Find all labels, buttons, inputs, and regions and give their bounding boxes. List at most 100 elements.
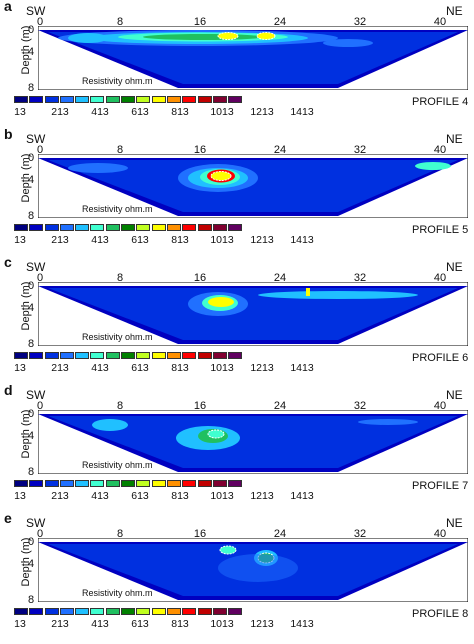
legend-swatch [29, 480, 44, 487]
profile-label: PROFILE 5 [412, 224, 469, 236]
legend-swatch [166, 96, 181, 103]
x-tick: 40 [433, 16, 447, 28]
x-tick: 40 [433, 144, 447, 156]
legend-swatch [59, 480, 74, 487]
legend-label: 413 [91, 618, 109, 630]
x-tick: 8 [116, 16, 124, 28]
legend-label: 413 [91, 362, 109, 374]
depth-axis-label: Depth (m) [20, 537, 32, 587]
legend-label: 1213 [250, 490, 274, 502]
legend-swatch [44, 96, 59, 103]
x-tick: 8 [116, 144, 124, 156]
panel-letter: d [4, 382, 13, 398]
legend-swatch [90, 352, 105, 359]
legend-swatch [14, 224, 28, 231]
y-tick: 4 [28, 174, 35, 186]
legend-swatch [44, 608, 59, 615]
x-tick: 16 [193, 272, 207, 284]
y-tick: 8 [28, 82, 35, 94]
depth-axis-label: Depth (m) [20, 281, 32, 331]
legend-label: 1413 [290, 490, 314, 502]
legend-swatch [166, 608, 181, 615]
x-tick: 32 [353, 400, 367, 412]
x-tick: 0 [36, 528, 44, 540]
legend-swatch [166, 480, 181, 487]
legend-swatch [151, 352, 166, 359]
y-tick: 0 [28, 280, 35, 292]
legend-swatch [75, 96, 90, 103]
legend-title: Resistivity ohm.m [82, 332, 153, 342]
y-tick: 0 [28, 408, 35, 420]
legend-swatch [136, 608, 151, 615]
x-tick: 0 [36, 16, 44, 28]
legend-label: 1213 [250, 106, 274, 118]
sw-label: SW [26, 132, 46, 146]
legend-swatch [44, 224, 59, 231]
profile-label: PROFILE 6 [412, 352, 469, 364]
x-tick: 0 [36, 272, 44, 284]
legend-swatch [151, 224, 166, 231]
profile-panel-b: b SW NE 0 8 16 24 32 40 0 4 8 Depth (m) Resistivity … [0, 126, 474, 256]
legend-swatch [136, 96, 151, 103]
legend-label: 1213 [250, 234, 274, 246]
legend-label: 1013 [210, 106, 234, 118]
legend-swatch [105, 224, 120, 231]
legend-label: 413 [91, 106, 109, 118]
y-tick: 8 [28, 338, 35, 350]
x-tick: 0 [36, 144, 44, 156]
legend-label: 13 [14, 362, 26, 374]
legend-swatch [151, 608, 166, 615]
legend-swatch [182, 96, 197, 103]
legend-swatch [44, 352, 59, 359]
resistivity-section [38, 282, 468, 346]
resistivity-section [38, 26, 468, 90]
legend-swatch [212, 608, 227, 615]
legend-label: 813 [171, 106, 189, 118]
depth-axis-label: Depth (m) [20, 409, 32, 459]
legend-swatch [182, 352, 197, 359]
legend-swatch [228, 224, 243, 231]
legend-swatch [105, 352, 120, 359]
legend-label: 1213 [250, 618, 274, 630]
profile-label: PROFILE 4 [412, 96, 469, 108]
legend-label: 813 [171, 234, 189, 246]
y-tick: 8 [28, 210, 35, 222]
x-tick: 8 [116, 272, 124, 284]
ne-label: NE [446, 516, 463, 530]
x-tick: 0 [36, 400, 44, 412]
profile-panel-a: a SW NE 0 8 16 24 32 40 0 4 8 Depth (m) Resistivity … [0, 0, 474, 128]
legend-label: 13 [14, 618, 26, 630]
x-tick: 24 [273, 16, 287, 28]
x-tick: 40 [433, 400, 447, 412]
color-legend [14, 224, 243, 232]
legend-swatch [90, 608, 105, 615]
legend-swatch [14, 96, 28, 103]
legend-label: 813 [171, 362, 189, 374]
ne-label: NE [446, 388, 463, 402]
x-tick: 16 [193, 400, 207, 412]
legend-swatch [105, 608, 120, 615]
legend-swatch [151, 96, 166, 103]
legend-label: 213 [51, 490, 69, 502]
legend-swatch [136, 480, 151, 487]
legend-swatch [182, 224, 197, 231]
legend-label: 1413 [290, 106, 314, 118]
legend-label: 1013 [210, 362, 234, 374]
y-tick: 0 [28, 24, 35, 36]
legend-label: 13 [14, 490, 26, 502]
x-tick: 24 [273, 528, 287, 540]
legend-swatch [166, 352, 181, 359]
color-legend [14, 608, 243, 616]
profile-panel-e: e SW NE 0 8 16 24 32 40 0 4 8 Depth (m) Resistivity … [0, 510, 474, 640]
legend-swatch [29, 224, 44, 231]
legend-title: Resistivity ohm.m [82, 204, 153, 214]
panel-letter: e [4, 510, 12, 526]
y-tick: 8 [28, 594, 35, 606]
legend-swatch [182, 608, 197, 615]
legend-label: 1413 [290, 618, 314, 630]
x-tick: 32 [353, 16, 367, 28]
resistivity-section [38, 410, 468, 474]
legend-label: 213 [51, 618, 69, 630]
legend-swatch [14, 480, 28, 487]
color-legend [14, 96, 243, 104]
